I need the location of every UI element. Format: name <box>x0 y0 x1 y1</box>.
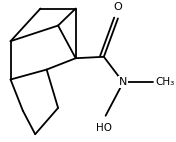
Text: O: O <box>114 2 122 12</box>
Text: HO: HO <box>96 123 112 133</box>
Text: N: N <box>119 77 127 87</box>
Text: CH₃: CH₃ <box>155 77 174 87</box>
